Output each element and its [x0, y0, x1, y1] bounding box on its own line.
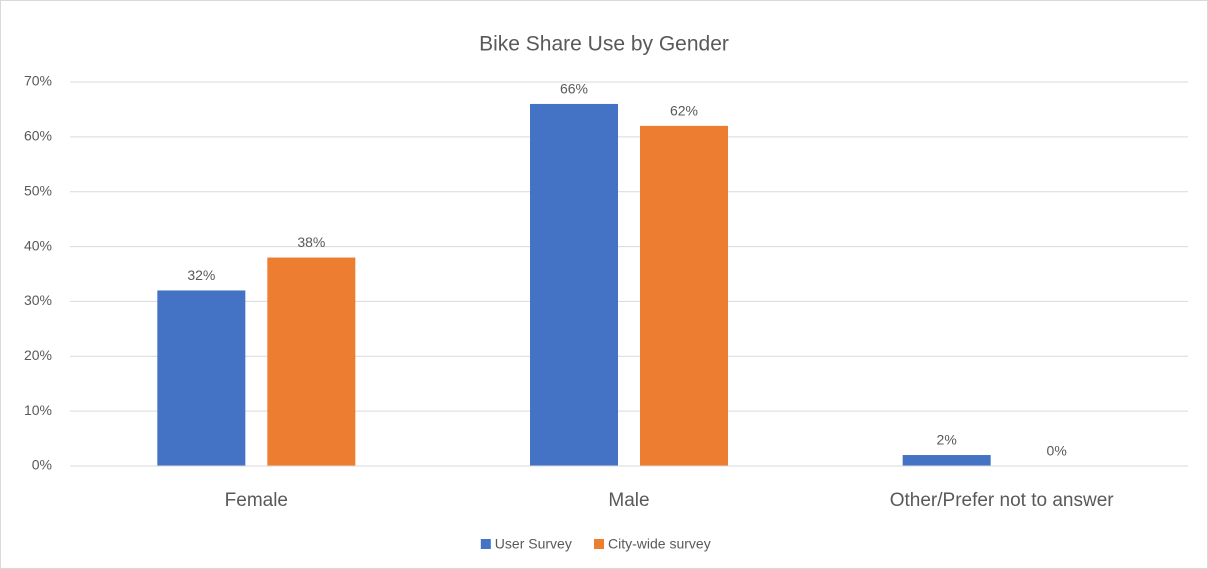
- data-label: 62%: [670, 103, 698, 119]
- x-tick-label: Female: [225, 490, 288, 511]
- bar: [640, 125, 728, 466]
- bar: [530, 103, 618, 466]
- y-tick-label: 70%: [24, 73, 52, 89]
- bar: [902, 455, 991, 466]
- data-label: 2%: [937, 432, 957, 448]
- y-tick-label: 40%: [24, 237, 52, 253]
- y-tick-label: 10%: [24, 402, 52, 418]
- y-tick-label: 20%: [24, 347, 52, 363]
- data-label: 66%: [560, 81, 588, 97]
- data-label: 32%: [187, 267, 215, 283]
- chart-title: Bike Share Use by Gender: [479, 33, 729, 56]
- y-tick-label: 0%: [32, 457, 52, 473]
- y-tick-label: 30%: [24, 292, 52, 308]
- legend-swatch: [480, 539, 491, 549]
- legend-label: City-wide survey: [608, 536, 711, 552]
- x-tick-label: Male: [608, 490, 649, 511]
- data-label: 38%: [297, 234, 325, 250]
- x-tick-label: Other/Prefer not to answer: [890, 490, 1115, 511]
- data-label: 0%: [1047, 443, 1067, 459]
- legend-label: User Survey: [495, 536, 572, 552]
- bar: [157, 290, 246, 466]
- legend-swatch: [594, 539, 604, 549]
- y-tick-label: 60%: [24, 128, 52, 144]
- y-tick-label: 50%: [24, 182, 52, 198]
- bar: [267, 257, 356, 466]
